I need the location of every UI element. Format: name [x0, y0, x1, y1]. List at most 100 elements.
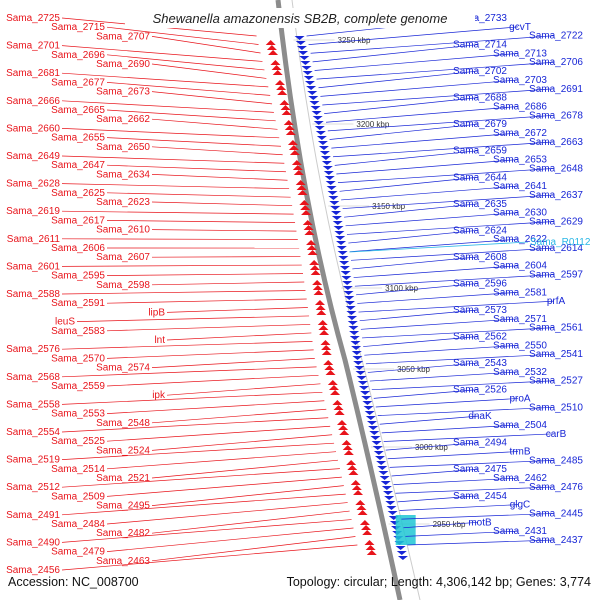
reverse-gene-arrow	[323, 171, 334, 175]
forward-gene-arrow	[328, 385, 339, 390]
gene-label-sama-2484: Sama_2484	[51, 519, 105, 530]
leader-line-sama-2619	[61, 210, 294, 215]
reverse-gene-arrow	[310, 106, 321, 110]
gene-label-sama-2681: Sama_2681	[6, 68, 60, 79]
gene-label-sama-2559: Sama_2559	[51, 381, 105, 392]
reverse-gene-arrow	[300, 61, 311, 65]
gene-label-proa: proA	[509, 393, 530, 404]
leader-line-ipk	[166, 383, 321, 396]
reverse-gene-arrow	[372, 446, 383, 450]
leader-line-sama-2431	[405, 530, 519, 537]
gene-label-sama-2607: Sama_2607	[96, 252, 150, 263]
gene-label-sama-2703: Sama_2703	[493, 75, 547, 86]
leader-line-sama-2706	[316, 61, 555, 80]
reverse-gene-arrow	[351, 346, 362, 350]
leader-line-gcvt	[308, 26, 519, 45]
forward-gene-arrow	[309, 260, 320, 265]
forward-gene-arrow	[332, 400, 343, 405]
gene-label-sama-2678: Sama_2678	[529, 110, 583, 121]
reverse-gene-arrow	[347, 321, 358, 325]
gene-label-sama-2595: Sama_2595	[51, 271, 105, 282]
reverse-gene-arrow	[348, 326, 359, 330]
gene-label-lipb: lipB	[148, 307, 165, 318]
leader-line-proa	[375, 398, 519, 408]
reverse-gene-arrow	[361, 396, 372, 400]
leader-line-sama-2571	[360, 318, 519, 330]
gene-label-sama-2519: Sama_2519	[6, 455, 60, 466]
gene-label-sama-2527: Sama_2527	[529, 376, 583, 387]
forward-gene-arrow	[357, 510, 368, 515]
forward-gene-arrow	[362, 530, 373, 535]
reverse-gene-arrow	[342, 281, 353, 285]
leader-line-sama-2637	[342, 194, 555, 209]
reverse-gene-arrow	[295, 41, 306, 45]
genome-backbone-arc	[275, 0, 403, 600]
leader-line-sama-2630	[345, 212, 519, 227]
reverse-gene-arrow	[317, 141, 328, 145]
leader-line-sama-2660	[61, 128, 280, 139]
reverse-gene-arrow	[345, 306, 356, 310]
leader-line-sama-2696	[106, 54, 265, 71]
gene-label-sama-2686: Sama_2686	[493, 101, 547, 112]
reverse-gene-arrow	[312, 116, 323, 120]
leader-line-sama-2462	[393, 477, 519, 485]
gene-label-sama-2733: Sama_2733	[453, 13, 507, 24]
forward-gene-arrow	[280, 105, 291, 110]
leader-line-trmb	[387, 451, 519, 460]
leader-line-sama-2714	[312, 44, 479, 63]
leader-line-sama-2673	[151, 91, 273, 105]
reverse-gene-arrow	[334, 231, 345, 235]
reverse-gene-arrow	[370, 436, 381, 440]
reverse-gene-arrow	[302, 71, 313, 75]
gene-label-sama-2568: Sama_2568	[6, 372, 60, 383]
reverse-gene-arrow	[324, 176, 335, 180]
leader-line-prfa	[358, 300, 555, 313]
forward-gene-arrow	[343, 450, 354, 455]
gene-label-sama-2622: Sama_2622	[493, 234, 547, 245]
forward-gene-arrow	[309, 265, 320, 270]
reverse-gene-arrow	[339, 261, 350, 265]
gene-label-sama-2691: Sama_2691	[529, 84, 583, 95]
leader-line-sama-2485	[389, 460, 555, 468]
forward-gene-arrow	[353, 490, 364, 495]
leader-line-sama-2543	[367, 362, 479, 373]
leader-line-sama-2476	[395, 486, 555, 494]
reverse-gene-arrow	[353, 361, 364, 365]
leader-line-sama-2703	[320, 79, 519, 97]
leader-line-sama-2454	[397, 495, 479, 503]
gene-label-sama-2617: Sama_2617	[51, 215, 105, 226]
reverse-gene-arrow	[298, 51, 309, 55]
reverse-gene-arrow	[344, 296, 355, 300]
gene-label-sama-2650: Sama_2650	[96, 142, 150, 153]
forward-gene-arrow	[302, 220, 313, 225]
gene-label-sama-2598: Sama_2598	[96, 280, 150, 291]
leader-line-sama-2604	[353, 265, 519, 278]
leader-line-sama-2702	[318, 70, 479, 89]
gene-label-sama-2550: Sama_2550	[493, 340, 547, 351]
leader-line-sama-2608	[352, 256, 479, 270]
gene-label-sama-2707: Sama_2707	[96, 31, 150, 42]
gene-label-sama-2630: Sama_2630	[493, 208, 547, 219]
reverse-gene-arrow	[313, 121, 324, 125]
reverse-gene-arrow	[308, 96, 319, 100]
leader-line-sama-2653	[336, 159, 519, 175]
gene-label-sama-2456: Sama_2456	[6, 565, 60, 576]
leader-line-sama-2624	[348, 229, 479, 244]
gene-label-sama-2672: Sama_2672	[493, 128, 547, 139]
leader-line-sama-2495	[151, 485, 344, 506]
reverse-gene-arrow	[386, 506, 397, 510]
leader-line-sama-2591	[106, 298, 307, 304]
leader-line-sama-2568	[61, 366, 317, 378]
gene-label-sama-2662: Sama_2662	[96, 114, 150, 125]
gene-label-carb: carB	[546, 429, 567, 440]
gene-label-sama-2641: Sama_2641	[493, 181, 547, 192]
forward-gene-arrow	[348, 470, 359, 475]
forward-strand-leader-lines	[61, 17, 358, 571]
forward-gene-arrow	[366, 550, 377, 555]
gene-label-sama-2525: Sama_2525	[51, 436, 105, 447]
reverse-gene-arrow	[321, 161, 332, 165]
gene-label-sama-2688: Sama_2688	[453, 93, 507, 104]
reverse-gene-arrow	[336, 246, 347, 250]
